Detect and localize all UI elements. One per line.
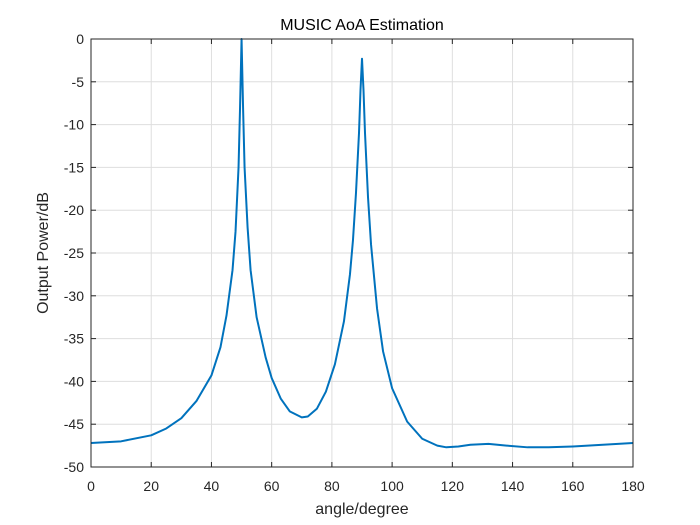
- x-tick-label: 140: [501, 478, 525, 494]
- y-tick-label: -40: [64, 373, 84, 389]
- y-tick-label: -45: [64, 416, 84, 432]
- grid: [90, 38, 634, 468]
- x-tick-label: 0: [87, 478, 95, 494]
- x-tick-label: 40: [204, 478, 220, 494]
- x-axis-label: angle/degree: [315, 501, 409, 518]
- y-tick-label: -25: [64, 245, 84, 261]
- y-tick-label: -10: [64, 117, 84, 133]
- ticks: [90, 38, 634, 468]
- y-tick-label: -15: [64, 159, 84, 175]
- x-tick-label: 60: [264, 478, 280, 494]
- y-axis-label: Output Power/dB: [35, 192, 52, 314]
- x-tick-label: 100: [380, 478, 404, 494]
- y-tick-label: -35: [64, 331, 84, 347]
- x-tick-label: 160: [561, 478, 585, 494]
- y-tick-label: -5: [72, 74, 85, 90]
- x-tick-label: 80: [324, 478, 340, 494]
- y-tick-label: -30: [64, 288, 84, 304]
- x-tick-label: 180: [621, 478, 645, 494]
- x-tick-label: 120: [441, 478, 465, 494]
- series-line: [90, 38, 634, 449]
- x-tick-label: 20: [143, 478, 159, 494]
- y-tick-label: 0: [76, 31, 84, 47]
- chart-title: MUSIC AoA Estimation: [280, 17, 444, 34]
- y-tick-label: -50: [64, 459, 84, 475]
- y-tick-label: -20: [64, 202, 84, 218]
- tick-labels: 0 20 40 60 80 100 120 140 160 180 0 -5 -10 -15 -20 -25 -…: [64, 31, 645, 494]
